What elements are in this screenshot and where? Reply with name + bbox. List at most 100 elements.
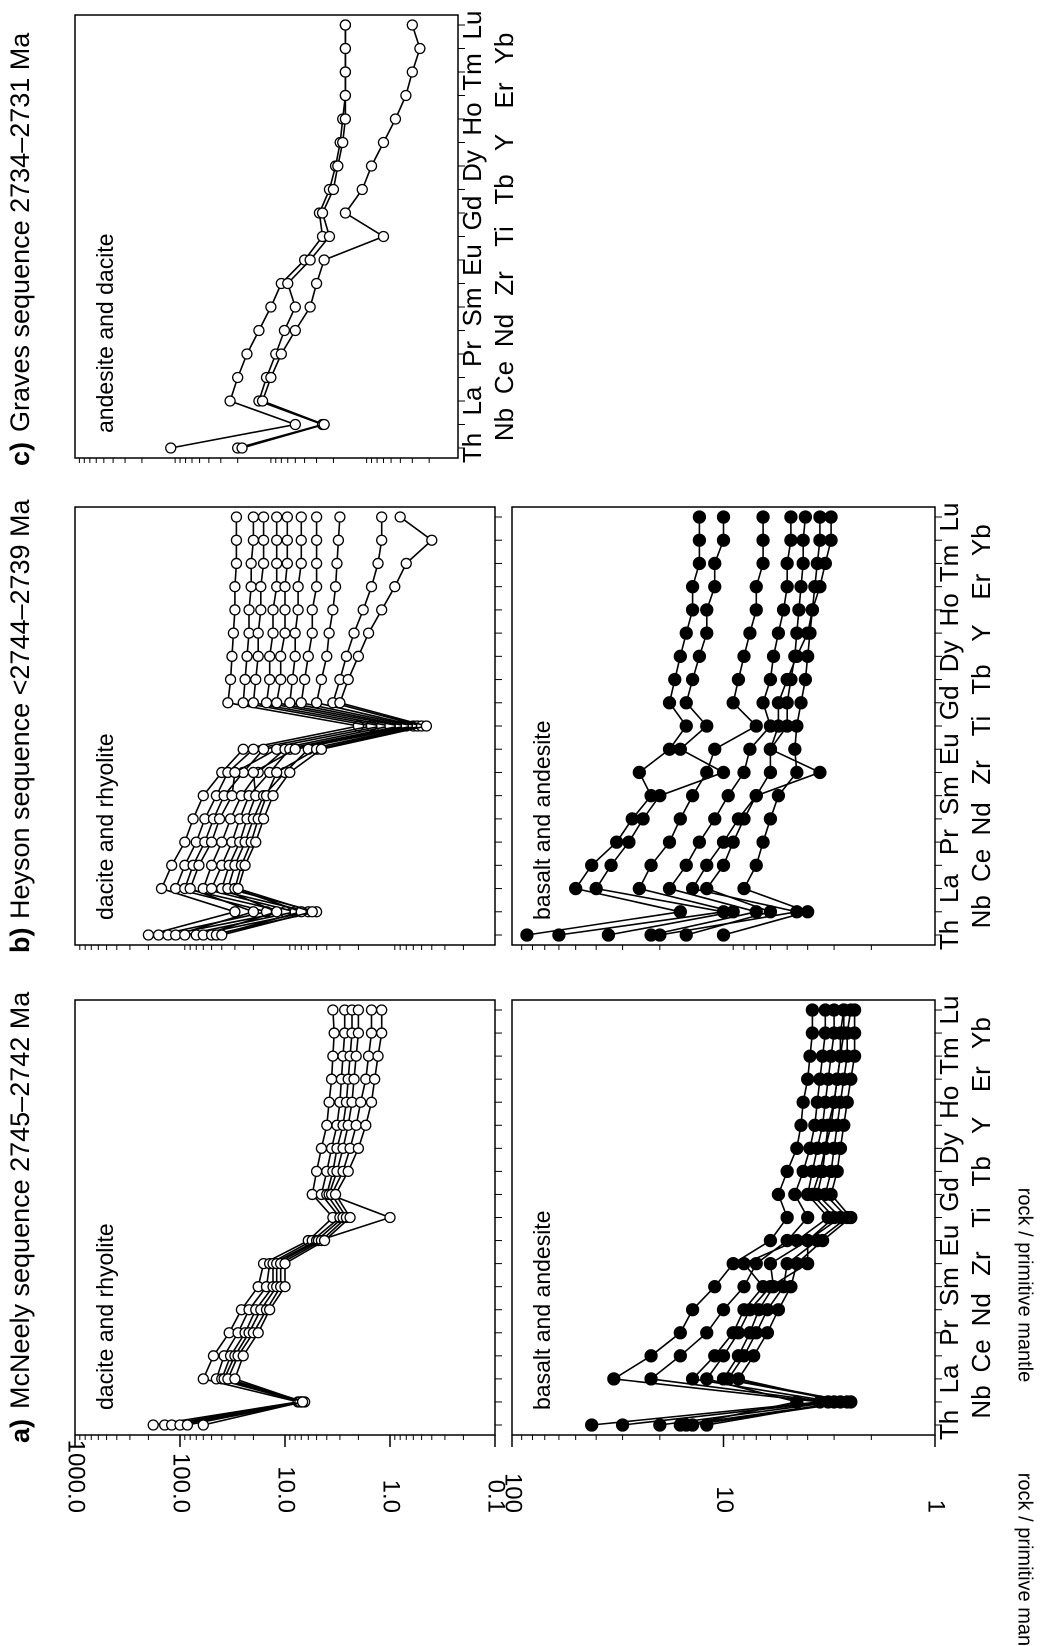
series-line — [622, 1010, 829, 1426]
data-point — [352, 1142, 365, 1154]
data-point — [801, 1256, 815, 1271]
data-point — [792, 603, 806, 617]
data-point — [685, 881, 700, 896]
panel-title: McNeely sequence 2745–2742 Ma — [5, 991, 35, 1409]
x-tick-label: Th — [457, 433, 487, 463]
data-point — [426, 534, 438, 546]
data-point — [668, 672, 682, 687]
data-point — [798, 510, 813, 524]
data-point — [813, 533, 827, 547]
data-point — [252, 1327, 264, 1339]
x-tick-label: Ce — [489, 361, 519, 394]
data-point — [279, 604, 291, 616]
data-point — [275, 673, 287, 686]
data-point — [662, 696, 677, 710]
x-tick-label: Nb — [966, 895, 996, 928]
data-point — [796, 556, 810, 571]
data-point — [187, 813, 199, 825]
data-point — [756, 835, 770, 849]
data-point — [673, 905, 687, 919]
x-tick-label: Th — [934, 1410, 964, 1440]
annotation: andesite and dacite — [92, 234, 118, 434]
y-tick-label: 100 — [500, 1473, 527, 1513]
data-point — [376, 534, 388, 546]
data-point — [776, 603, 791, 617]
data-point — [400, 557, 412, 570]
data-point — [257, 813, 270, 825]
data-point — [152, 929, 165, 941]
data-point — [844, 1210, 858, 1225]
data-point — [708, 1280, 722, 1294]
data-point — [216, 929, 228, 941]
data-point — [552, 928, 566, 942]
x-tick-label: Ti — [966, 716, 996, 737]
data-point — [708, 580, 722, 594]
data-point — [794, 580, 808, 594]
panel-label: b) — [5, 928, 35, 953]
data-point — [323, 230, 336, 243]
data-point — [788, 742, 802, 756]
data-point — [756, 556, 770, 571]
data-point — [339, 19, 352, 31]
data-point — [801, 1233, 815, 1248]
data-point — [357, 604, 369, 616]
series-line — [167, 517, 382, 936]
data-point — [362, 627, 375, 639]
series-line — [164, 1010, 346, 1426]
data-point — [414, 42, 426, 55]
rotated-figure: 1000.0 100.0 10.0 1.0 0.1 a) McNeely sequence … — [5, 11, 1036, 1646]
data-point — [216, 836, 228, 848]
data-point — [805, 1187, 820, 1202]
data-point — [805, 603, 820, 617]
data-point — [267, 790, 279, 802]
data-point — [205, 882, 218, 895]
data-point — [281, 511, 293, 523]
data-point — [636, 812, 650, 826]
data-point — [824, 1118, 838, 1132]
series-line — [148, 517, 359, 936]
data-point — [340, 650, 353, 662]
data-point — [181, 1419, 194, 1431]
data-point — [356, 183, 368, 196]
x-tick-label: Ho — [934, 593, 964, 626]
y-tick-label: 10 — [711, 1486, 738, 1513]
x-tick-label: La — [934, 1364, 964, 1393]
data-point — [780, 580, 794, 594]
data-point — [801, 1072, 815, 1086]
x-tick-label: Er — [966, 573, 996, 599]
series-line — [171, 1010, 353, 1426]
panel-label: a) — [5, 1419, 35, 1443]
data-point — [310, 277, 323, 290]
data-point — [818, 1141, 832, 1155]
data-point — [306, 906, 318, 918]
x-tick-label: Tm — [934, 1037, 964, 1075]
data-point — [275, 650, 287, 662]
data-point — [255, 581, 267, 593]
data-point — [229, 604, 241, 616]
y-tick-label: 0.1 — [483, 1480, 510, 1513]
data-point — [247, 697, 260, 709]
data-point — [265, 301, 277, 313]
data-point — [229, 766, 241, 779]
data-point — [339, 66, 352, 78]
x-tick-label: Ti — [966, 1207, 996, 1228]
data-point — [239, 673, 251, 686]
x-tick-label: Zr — [966, 1251, 996, 1276]
data-point — [743, 742, 757, 756]
x-tick-label: Gd — [457, 196, 487, 231]
data-point — [716, 510, 731, 524]
data-point — [348, 627, 360, 639]
data-point — [384, 1211, 396, 1224]
data-point — [708, 812, 722, 826]
data-point — [230, 557, 243, 570]
data-point — [653, 789, 667, 803]
x-tick-label: Nd — [966, 1293, 996, 1326]
data-point — [607, 1372, 621, 1386]
data-point — [332, 160, 344, 172]
data-point — [344, 1211, 356, 1224]
data-point — [327, 1004, 339, 1016]
data-point — [813, 1164, 827, 1179]
data-point — [257, 511, 270, 523]
data-point — [222, 697, 234, 709]
